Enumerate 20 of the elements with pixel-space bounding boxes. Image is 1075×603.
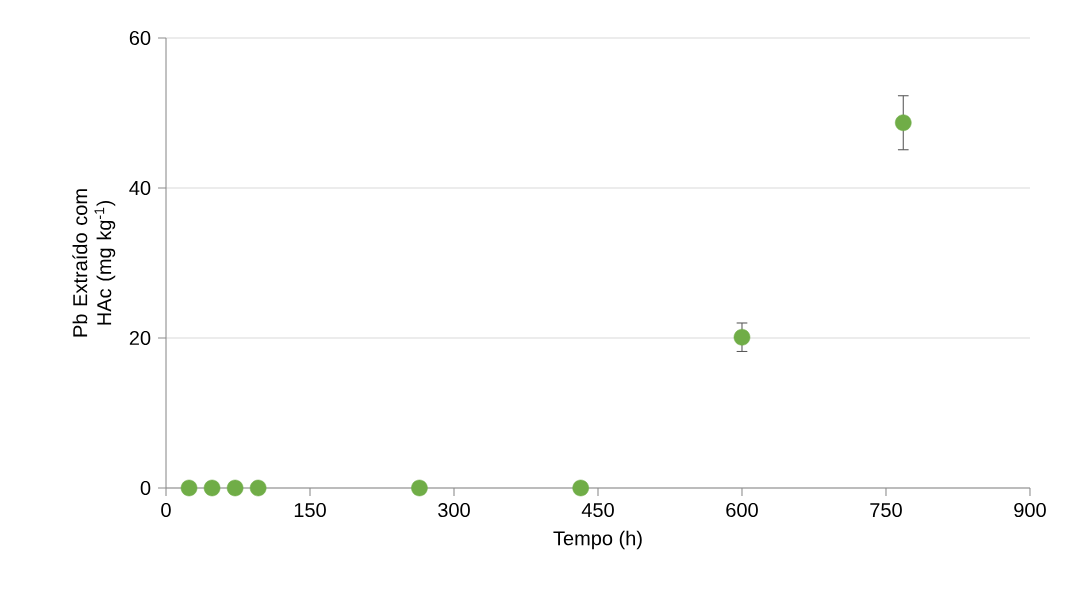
point (733, 328, 751, 346)
x-axis-title: Tempo (h) (553, 530, 642, 550)
y-tick-label: 20 (129, 330, 151, 346)
x-tick-label: 750 (870, 502, 902, 518)
point (249, 479, 267, 497)
x-tick-label: 900 (1014, 502, 1046, 518)
y-tick-label: 0 (140, 480, 151, 496)
x-tick-label: 600 (726, 502, 758, 518)
x-tick-label: 150 (294, 502, 326, 518)
x-tick-label: 450 (581, 502, 614, 518)
point (180, 479, 198, 497)
point (203, 479, 221, 497)
x-tick-label: 0 (161, 502, 171, 518)
y-tick-label: 40 (129, 180, 151, 196)
point (895, 114, 912, 132)
point (226, 479, 244, 497)
point (572, 479, 589, 497)
x-tick-label: 300 (438, 502, 470, 518)
point (411, 479, 428, 497)
y-tick-label: 60 (129, 30, 151, 46)
